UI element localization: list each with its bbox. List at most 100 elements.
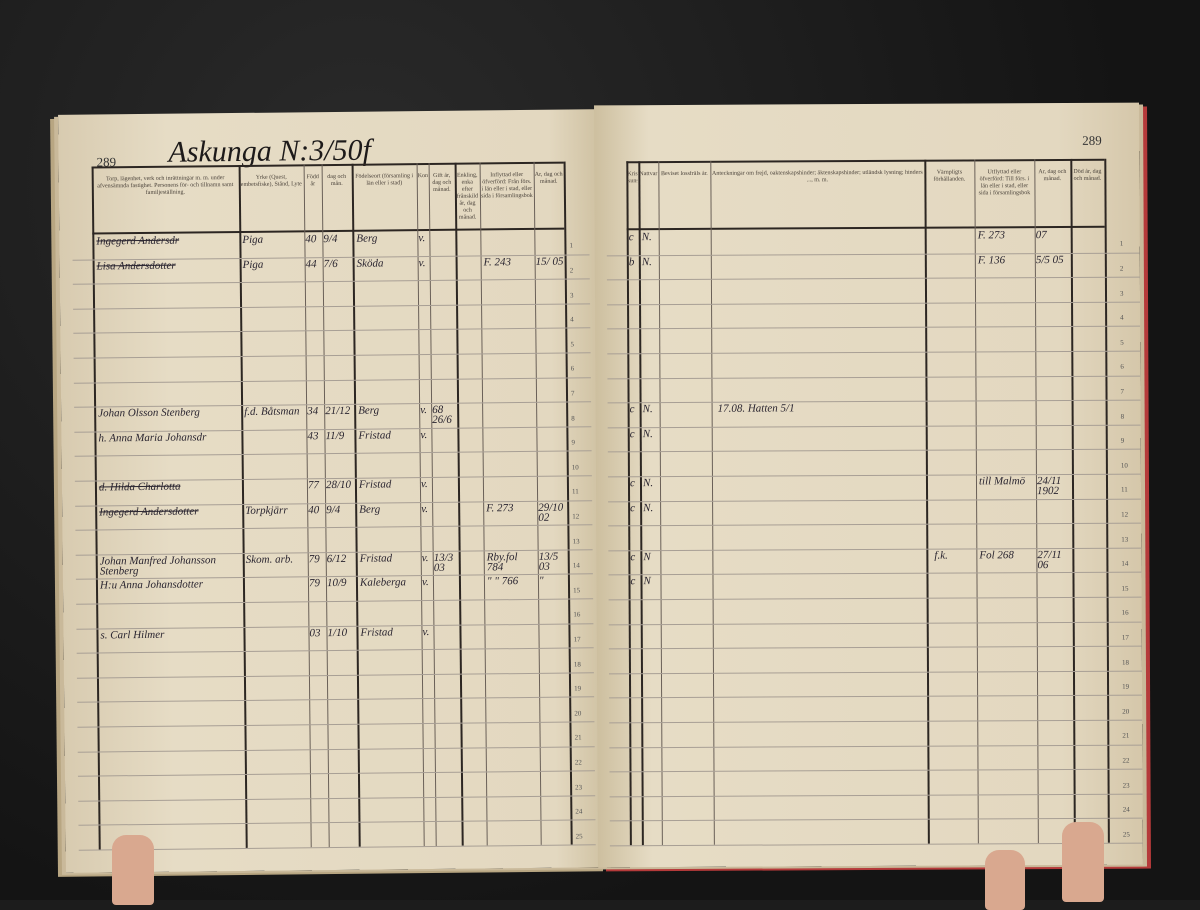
row-rule [76,672,594,679]
entry-conf: v. [418,232,426,245]
column-rule [454,162,464,846]
entry-yrke: Piga [242,233,264,246]
header-top-rule [626,158,1105,164]
row-rule [608,645,1142,650]
row-rule [73,303,591,310]
column-header: Inflyttad eller öfverförd: Från förs. i … [481,172,533,200]
row-rule [78,795,596,802]
row-rule [76,647,594,654]
entry-name: h. Anna Maria Johansdr [98,431,207,445]
entry-date: 27/11 06 [1037,548,1062,571]
column-header: År, dag och månad. [1038,168,1067,183]
entry-day: 1/10 [327,626,348,639]
entry-kk: c [628,231,634,244]
entry-day: 10/9 [326,577,347,590]
entry-year: 40 [305,233,317,246]
row-rule [607,375,1141,379]
entry-day: 28/10 [325,478,352,492]
row-number: 20 [1122,707,1130,716]
entry-year: 77 [307,479,320,492]
row-number: 10 [571,463,579,472]
entry-day: 21/12 [325,405,351,418]
row-rule [77,745,595,753]
entry-conf: v. [420,404,428,417]
row-number: 7 [570,389,575,398]
entry-place: Sköda [356,257,384,270]
entry-conf: v. [421,551,429,564]
column-header: Torp, lägenhet, verk och inrättningar m.… [97,175,234,196]
row-rule [72,278,590,285]
row-number: 15 [1121,584,1129,593]
column-header: Gift år, dag och månad. [432,172,452,193]
row-rule [74,450,592,458]
entry-place: Fristad [358,429,391,442]
row-rule [606,276,1140,281]
entry-kk: c [630,575,636,588]
row-rule [77,696,595,704]
entry-nv: N [643,550,651,563]
row-rule [609,817,1143,822]
row-rule [77,770,595,777]
row-number: 16 [1121,608,1129,617]
entry-day: 9/4 [326,503,341,516]
entry-conf: v. [421,576,429,589]
entry-year: 43 [307,429,319,443]
row-rule [607,448,1141,453]
row-rule [78,819,596,827]
entry-yrke: Piga [242,258,264,271]
row-rule [609,793,1143,798]
column-header: Beviset lossfräls år. [660,170,708,178]
row-rule [608,498,1142,502]
row-rule [609,768,1143,773]
column-rule [1104,158,1110,843]
row-number: 21 [574,733,582,742]
row-number: 25 [575,832,583,841]
row-number: 18 [573,659,581,669]
row-number: 3 [1119,289,1124,298]
entry-place: Berg [356,232,378,245]
row-rule [608,670,1142,675]
row-number: 22 [574,758,582,767]
column-header: Yrke (Quest, embetsfiske), Stånd, Lyte [240,174,302,188]
entry-day: 11/9 [325,429,345,442]
row-rule [73,352,591,359]
entry-married: 68 26/6 [432,404,452,427]
entry-to: Fol 268 [979,549,1014,562]
entry-year: 79 [308,552,320,566]
entry-date: 07 [1035,229,1047,242]
row-number: 6 [570,364,575,373]
entry-name: Ingegerd Andersdotter [99,505,199,519]
row-number: 8 [571,413,575,423]
entry-conf: v. [420,428,428,441]
entry-nv: N. [642,403,653,416]
entry-kk: c [630,551,636,564]
row-number: 24 [575,807,583,816]
entry-place: Fristad [360,625,393,639]
entry-year: 79 [308,577,321,590]
row-number: 21 [1122,731,1130,740]
row-number: 9 [1120,436,1125,445]
row-number: 5 [1120,338,1124,347]
entry-from: " " 766 [486,575,519,588]
row-number: 2 [1119,264,1124,273]
entry-nv: N. [642,477,654,490]
row-rule [75,524,593,531]
row-number: 24 [1122,805,1130,814]
entry-place: Fristad [358,478,392,491]
row-number: 1 [1119,239,1124,248]
row-number: 10 [1120,461,1128,470]
entry-conf: v. [418,256,426,269]
row-number: 11 [1121,485,1128,494]
entry-from: F. 243 [483,255,511,269]
row-number: 12 [572,512,580,521]
entry-conf: v. [421,502,429,515]
entry-day: 6/12 [326,552,347,565]
row-number: 22 [1122,756,1130,765]
column-header: Konfirmation [417,173,429,180]
entry-year: 34 [307,405,319,418]
column-header: Födelseort (församling i län eller i sta… [355,173,414,187]
row-number: 14 [1121,559,1129,568]
row-number: 25 [1122,830,1130,839]
column-header: Kristendoms-kunskap [627,171,638,185]
row-rule [608,596,1142,601]
